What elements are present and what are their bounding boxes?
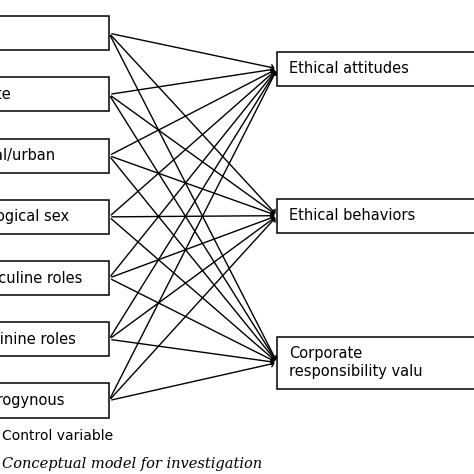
Bar: [0, 322, 109, 356]
Text: Androgynous: Androgynous: [0, 393, 66, 408]
Bar: [0, 200, 109, 234]
Bar: [0, 77, 109, 111]
Text: Corporate
responsibility valu: Corporate responsibility valu: [289, 346, 423, 379]
Bar: [0, 16, 109, 50]
Bar: [0, 383, 109, 418]
Bar: [277, 52, 474, 86]
Text: Ethical behaviors: Ethical behaviors: [289, 208, 415, 223]
Text: Masculine roles: Masculine roles: [0, 271, 82, 285]
Bar: [0, 261, 109, 295]
Text: Feminine roles: Feminine roles: [0, 332, 76, 347]
Bar: [0, 138, 109, 173]
Text: Rural/urban: Rural/urban: [0, 148, 55, 163]
Text: Ethical attitudes: Ethical attitudes: [289, 61, 409, 76]
Text: Biological sex: Biological sex: [0, 210, 69, 224]
Text: Conceptual model for investigation: Conceptual model for investigation: [2, 457, 263, 472]
Bar: [277, 199, 474, 233]
Text: Control variable: Control variable: [2, 429, 113, 443]
Text: Caste: Caste: [0, 87, 11, 102]
Bar: [277, 337, 474, 389]
